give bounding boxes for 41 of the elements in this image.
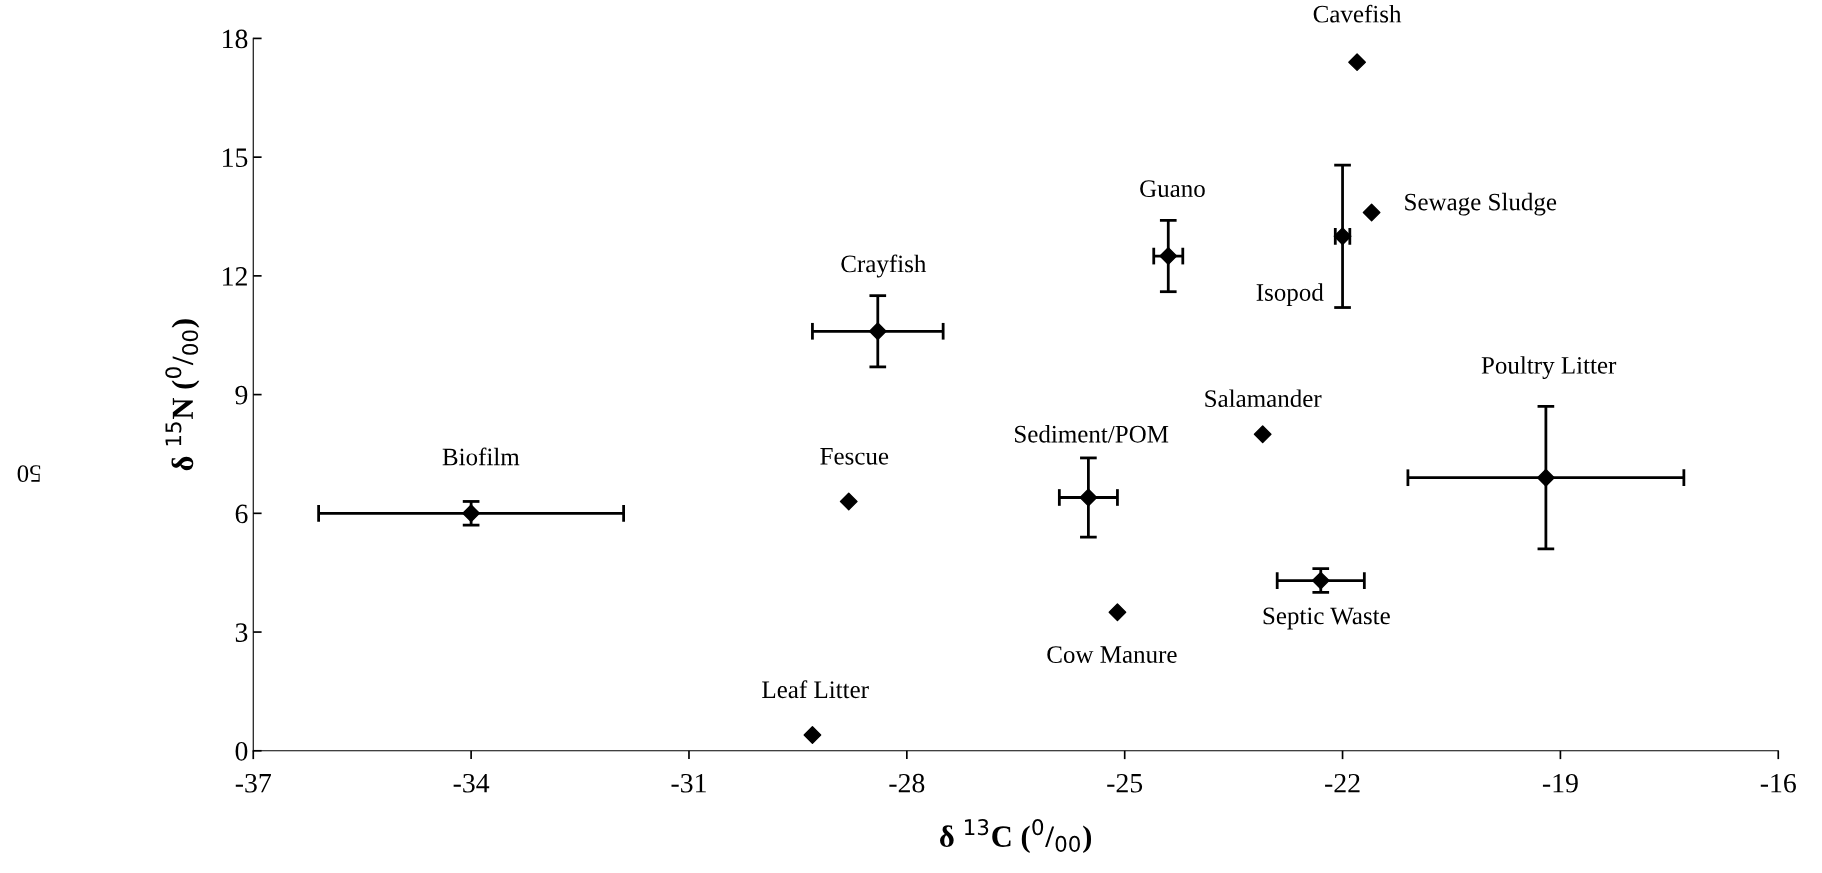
x-axis-title: δ $^{13}$C ($^{0}$/$_{00}$) [940, 819, 1092, 854]
point [839, 492, 858, 511]
x-tick-label: -22 [1325, 773, 1360, 793]
annotation: Salamander [1205, 389, 1322, 408]
x-tick-label: -19 [1542, 773, 1578, 793]
y-tick-label: 6 [235, 504, 248, 524]
annotation: Sewage Sludge [1405, 192, 1557, 216]
annotation: Cavefish [1313, 4, 1402, 23]
y-tick-label: 18 [223, 29, 248, 49]
annotation: Fescue [820, 448, 889, 465]
annotation: Isopod [1256, 283, 1324, 306]
y-axis-title: δ $^{15}$N ($^{0}$/$_{00}$) [165, 319, 200, 471]
text: 50 [17, 465, 41, 483]
annotation: Crayfish [841, 254, 927, 278]
point [1108, 603, 1127, 622]
x-tick-label: -31 [671, 773, 706, 793]
annotation: Cow Manure [1047, 646, 1177, 663]
x-tick-label: -37 [235, 773, 271, 793]
point [803, 726, 822, 744]
y-tick-label: 3 [235, 623, 248, 642]
point [1536, 468, 1555, 487]
point [868, 322, 887, 341]
point [1159, 247, 1178, 265]
y-tick-label: 12 [223, 267, 247, 286]
annotation: Septic Waste [1263, 607, 1390, 630]
annotation: Sediment/POM [1015, 425, 1169, 443]
y-tick-label: 0 [235, 741, 248, 761]
x-tick-label: -28 [889, 773, 925, 793]
point [1079, 488, 1098, 507]
point [1253, 425, 1272, 444]
annotation: Leaf Litter [762, 680, 869, 699]
point [1348, 53, 1366, 72]
annotation: Poultry Litter [1481, 356, 1617, 379]
annotation: Biofilm [442, 447, 520, 466]
y-tick-label: 9 [235, 385, 248, 405]
point [1362, 203, 1381, 222]
x-tick-label: -16 [1760, 773, 1796, 793]
y-tick-label: 15 [223, 148, 248, 168]
annotation: Guano [1140, 180, 1205, 198]
x-tick-label: -34 [453, 773, 490, 793]
x-tick-label: -25 [1107, 773, 1143, 793]
